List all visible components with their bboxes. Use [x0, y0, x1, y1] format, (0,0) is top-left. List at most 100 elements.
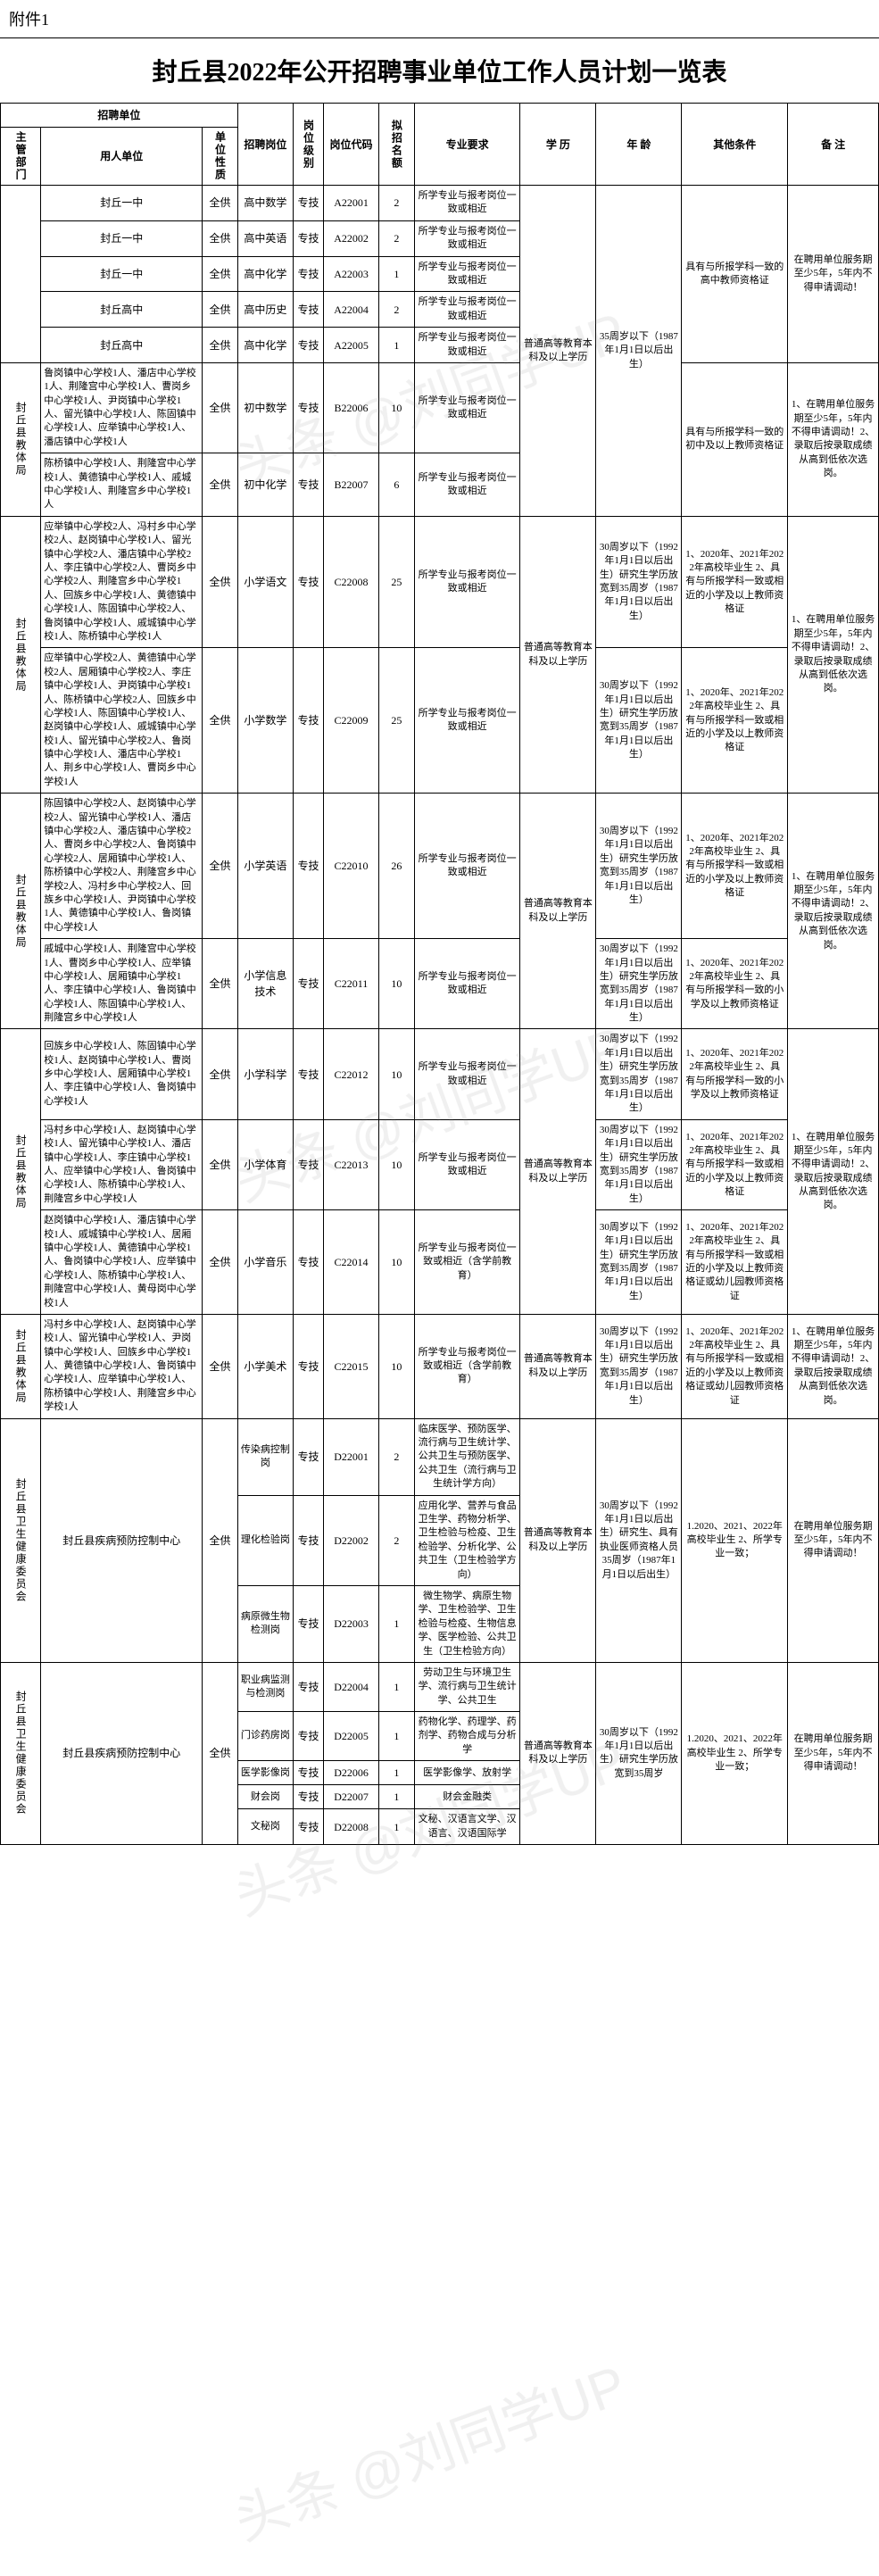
table-cell: 25 [379, 516, 415, 648]
header-other: 其他条件 [682, 104, 788, 186]
table-cell: 1、在聘用单位服务期至少5年，5年内不得申请调动！2、录取后按录取成绩从高到低依… [788, 516, 879, 793]
table-cell: 赵岗镇中心学校1人、潘店镇中心学校1人、戚城镇中心学校1人、居厢镇中心学校1人、… [41, 1210, 203, 1315]
table-cell: 30周岁以下（1992年1月1日以后出生）研究生学历放宽到35周岁（1987年1… [596, 794, 682, 939]
table-cell: 微生物学、病原生物学、卫生检验学、卫生检验与检疫、生物信息学、医学检验、公共卫生… [414, 1585, 520, 1662]
header-employer: 用人单位 [41, 128, 203, 186]
table-row: 应举镇中心学校2人、黄德镇中心学校2人、居厢镇中心学校2人、李庄镇中心学校1人、… [1, 648, 879, 794]
table-cell: 专技 [294, 453, 324, 517]
table-cell: 全供 [203, 220, 238, 256]
table-cell: D22007 [323, 1785, 378, 1809]
table-cell: 职业病监测与检测岗 [237, 1662, 293, 1711]
table-cell: 全供 [203, 362, 238, 453]
table-cell: 封丘县疾病预防控制中心 [41, 1662, 203, 1844]
header-major: 专业要求 [414, 104, 520, 186]
table-cell: 冯村乡中心学校1人、赵岗镇中心学校1人、留光镇中心学校1人、尹岗镇中心学校1人、… [41, 1314, 203, 1418]
header-quota: 拟招名额 [379, 104, 415, 186]
table-cell: 普通高等教育本科及以上学历 [520, 794, 596, 1029]
recruitment-table: 招聘单位 招聘岗位 岗位级别 岗位代码 拟招名额 专业要求 学 历 年 龄 其他… [0, 103, 879, 1845]
header-nature: 单位性质 [203, 128, 238, 186]
table-cell: 专技 [294, 1712, 324, 1761]
table-cell: 1、在聘用单位服务期至少5年，5年内不得申请调动！2、录取后按录取成绩从高到低依… [788, 1314, 879, 1418]
table-cell: 所学专业与报考岗位一致或相近 [414, 794, 520, 939]
table-cell: 所学专业与报考岗位一致或相近 [414, 648, 520, 794]
table-cell: 30周岁以下（1992年1月1日以后出生）研究生学历放宽到35周岁（1987年1… [596, 939, 682, 1029]
table-cell: 所学专业与报考岗位一致或相近 [414, 256, 520, 292]
table-cell: 小学信息技术 [237, 939, 293, 1029]
table-cell: 全供 [203, 453, 238, 517]
table-cell: 门诊药房岗 [237, 1712, 293, 1761]
table-cell: 专技 [294, 794, 324, 939]
table-cell: D22002 [323, 1495, 378, 1585]
header-dept: 主管部门 [1, 128, 41, 186]
table-row: 封丘县卫生健康委员会封丘县疾病预防控制中心全供传染病控制岗专技D220012临床… [1, 1418, 879, 1495]
table-cell: 1、2020年、2021年2022年高校毕业生 2、具有与所报学科一致的小学及以… [682, 939, 788, 1029]
table-cell: 10 [379, 1210, 415, 1315]
table-cell: A22005 [323, 328, 378, 363]
table-cell: 10 [379, 1314, 415, 1418]
table-cell: 专技 [294, 1119, 324, 1209]
header-code: 岗位代码 [323, 104, 378, 186]
table-cell: 在聘用单位服务期至少5年，5年内不得申请调动！ [788, 186, 879, 363]
table-cell: 封丘县卫生健康委员会 [1, 1662, 41, 1844]
table-cell: 应用化学、营养与食品卫生学、药物分析学、卫生检验与检疫、卫生检验学、分析化学、公… [414, 1495, 520, 1585]
table-cell: B22007 [323, 453, 378, 517]
table-cell: 普通高等教育本科及以上学历 [520, 1662, 596, 1844]
table-cell: 专技 [294, 328, 324, 363]
table-cell: 1、2020年、2021年2022年高校毕业生 2、具有与所报学科一致或相近的小… [682, 648, 788, 794]
table-cell: 所学专业与报考岗位一致或相近 [414, 220, 520, 256]
table-cell: C22013 [323, 1119, 378, 1209]
header-level: 岗位级别 [294, 104, 324, 186]
header-recruit-unit: 招聘单位 [1, 104, 238, 128]
table-cell: 全供 [203, 1418, 238, 1662]
table-cell: 专技 [294, 1314, 324, 1418]
table-cell: 专技 [294, 1662, 324, 1711]
table-cell: 专技 [294, 1585, 324, 1662]
table-cell: 10 [379, 1029, 415, 1119]
table-cell: 小学英语 [237, 794, 293, 939]
table-cell: 全供 [203, 1314, 238, 1418]
table-cell: 初中化学 [237, 453, 293, 517]
table-cell: 全供 [203, 256, 238, 292]
table-row: 封丘县卫生健康委员会封丘县疾病预防控制中心全供职业病监测与检测岗专技D22004… [1, 1662, 879, 1711]
table-cell: 全供 [203, 292, 238, 328]
table-cell: 专技 [294, 292, 324, 328]
table-cell: 1、2020年、2021年2022年高校毕业生 2、具有与所报学科一致或相近的小… [682, 1314, 788, 1418]
table-cell: 陈桥镇中心学校1人、荆隆宫中心学校1人、黄德镇中心学校1人、戚城中心学校1人、荆… [41, 453, 203, 517]
table-cell: 1 [379, 1809, 415, 1845]
table-cell: 封丘县卫生健康委员会 [1, 1418, 41, 1662]
table-cell: 具有与所报学科一致的初中及以上教师资格证 [682, 362, 788, 516]
table-cell: 专技 [294, 1761, 324, 1785]
table-cell: 病原微生物检测岗 [237, 1585, 293, 1662]
table-cell: 所学专业与报考岗位一致或相近 [414, 1029, 520, 1119]
page-title: 封丘县2022年公开招聘事业单位工作人员计划一览表 [0, 38, 879, 103]
table-cell: 小学体育 [237, 1119, 293, 1209]
table-cell: 普通高等教育本科及以上学历 [520, 1029, 596, 1314]
table-cell: 30周岁以下（1992年1月1日以后出生）研究生学历放宽到35周岁（1987年1… [596, 648, 682, 794]
table-cell: 1 [379, 1585, 415, 1662]
table-cell: D22006 [323, 1761, 378, 1785]
table-cell: 专技 [294, 648, 324, 794]
table-cell: D22004 [323, 1662, 378, 1711]
table-cell: C22010 [323, 794, 378, 939]
table-cell: 35周岁以下（1987年1月1日以后出生） [596, 186, 682, 517]
table-cell: A22003 [323, 256, 378, 292]
table-cell: 专技 [294, 1210, 324, 1315]
table-cell: 小学音乐 [237, 1210, 293, 1315]
table-cell: 封丘县教体局 [1, 362, 41, 516]
table-cell: 专技 [294, 1029, 324, 1119]
table-cell: 2 [379, 220, 415, 256]
table-cell: 10 [379, 1119, 415, 1209]
table-cell: 30周岁以下（1992年1月1日以后出生）研究生学历放宽到35周岁（1987年1… [596, 1119, 682, 1209]
table-cell: 临床医学、预防医学、流行病与卫生统计学、公共卫生与预防医学、公共卫生（流行病与卫… [414, 1418, 520, 1495]
table-cell: 1、在聘用单位服务期至少5年，5年内不得申请调动！2、录取后按录取成绩从高到低依… [788, 362, 879, 516]
table-cell: 所学专业与报考岗位一致或相近 [414, 362, 520, 453]
table-cell: 25 [379, 648, 415, 794]
table-row: 冯村乡中心学校1人、赵岗镇中心学校1人、留光镇中心学校1人、潘店镇中心学校1人、… [1, 1119, 879, 1209]
table-cell: 1、2020年、2021年2022年高校毕业生 2、具有与所报学科一致或相近的小… [682, 794, 788, 939]
table-cell: 小学美术 [237, 1314, 293, 1418]
table-cell: 医学影像学、放射学 [414, 1761, 520, 1785]
table-cell: 全供 [203, 794, 238, 939]
table-cell: A22004 [323, 292, 378, 328]
table-cell: 在聘用单位服务期至少5年，5年内不得申请调动！ [788, 1662, 879, 1844]
table-cell: 封丘县疾病预防控制中心 [41, 1418, 203, 1662]
